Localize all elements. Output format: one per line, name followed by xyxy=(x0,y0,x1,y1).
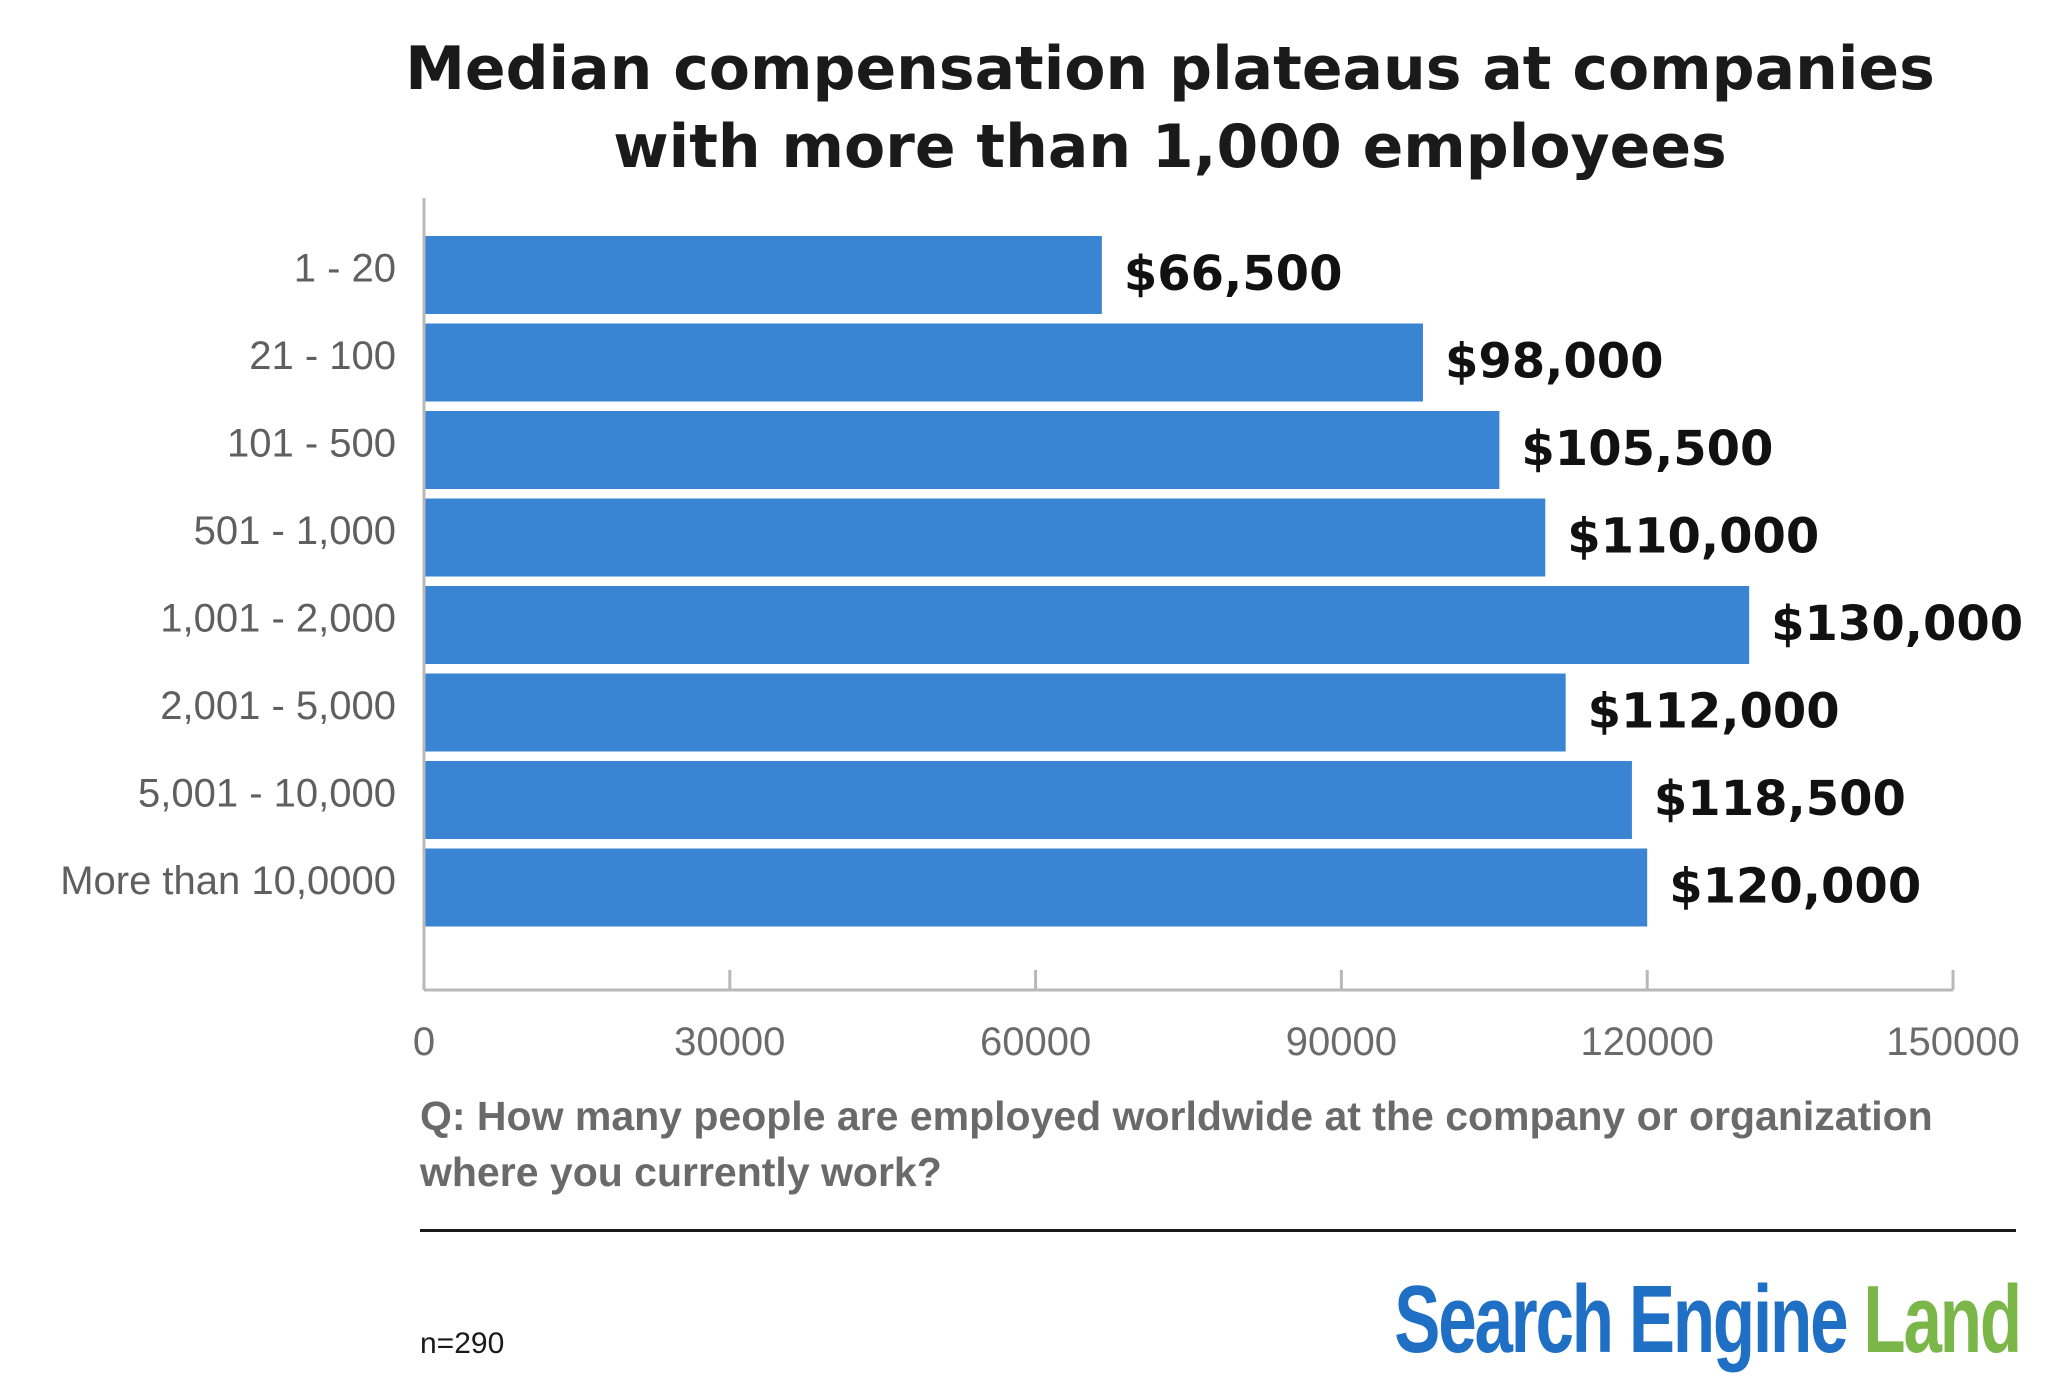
search-engine-land-logo: Search Engine Land xyxy=(1151,1270,2022,1370)
category-label: 501 - 1,000 xyxy=(194,509,396,553)
value-label: $118,500 xyxy=(1654,771,1906,827)
bar-1 xyxy=(424,236,1102,314)
bar-5 xyxy=(424,586,1750,664)
value-label: $66,500 xyxy=(1124,246,1343,302)
chart-title: Median compensation plateaus at companie… xyxy=(380,30,1960,186)
category-label: 21 - 100 xyxy=(249,334,396,378)
category-label: 1,001 - 2,000 xyxy=(160,597,396,641)
category-label: 5,001 - 10,000 xyxy=(138,772,396,816)
footer-divider xyxy=(420,1229,2016,1232)
bars-group xyxy=(424,236,1750,927)
bar-7 xyxy=(424,761,1632,839)
bar-chart: 1 - 20 21 - 100 101 - 500 501 - 1,000 1,001 … xyxy=(60,198,2023,1064)
chart-title-line-1: Median compensation plateaus at companie… xyxy=(405,34,1935,104)
category-label: 1 - 20 xyxy=(294,247,396,291)
bar-8 xyxy=(424,848,1648,927)
value-label: $105,500 xyxy=(1521,421,1773,477)
survey-question: Q: How many people are employed worldwid… xyxy=(420,1093,1933,1195)
category-labels: 1 - 20 21 - 100 101 - 500 501 - 1,000 1,001 … xyxy=(60,247,396,904)
x-tick-label: 60000 xyxy=(980,1020,1091,1064)
x-tick-label: 90000 xyxy=(1286,1020,1397,1064)
value-label: $98,000 xyxy=(1445,334,1664,390)
logo-wordmark: Search Engine Land xyxy=(1394,1270,2022,1370)
logo-text-secondary: Land xyxy=(1863,1266,2023,1373)
logo-text-primary: Search Engine xyxy=(1394,1266,1848,1373)
category-label: More than 10,0000 xyxy=(60,859,396,903)
value-label: $110,000 xyxy=(1567,509,1819,565)
value-labels: $66,500 $98,000 $105,500 $110,000 $130,000 $1… xyxy=(1124,246,2023,915)
bar-3 xyxy=(424,411,1500,489)
x-axis: 0 30000 60000 90000 120000 150000 xyxy=(413,198,2020,1064)
value-label: $130,000 xyxy=(1771,596,2023,652)
x-tick-label: 120000 xyxy=(1580,1020,1713,1064)
value-label: $112,000 xyxy=(1588,684,1840,740)
value-label: $120,000 xyxy=(1669,859,1921,915)
bar-4 xyxy=(424,498,1546,577)
chart-title-line-2: with more than 1,000 employees xyxy=(613,112,1727,182)
bar-2 xyxy=(424,323,1423,402)
sample-size: n=290 xyxy=(420,1327,505,1360)
x-tick-label: 0 xyxy=(413,1020,435,1064)
category-label: 101 - 500 xyxy=(227,422,396,466)
category-label: 2,001 - 5,000 xyxy=(160,684,396,728)
x-tick-label: 30000 xyxy=(674,1020,785,1064)
bar-6 xyxy=(424,673,1566,752)
x-tick-label: 150000 xyxy=(1886,1020,2019,1064)
